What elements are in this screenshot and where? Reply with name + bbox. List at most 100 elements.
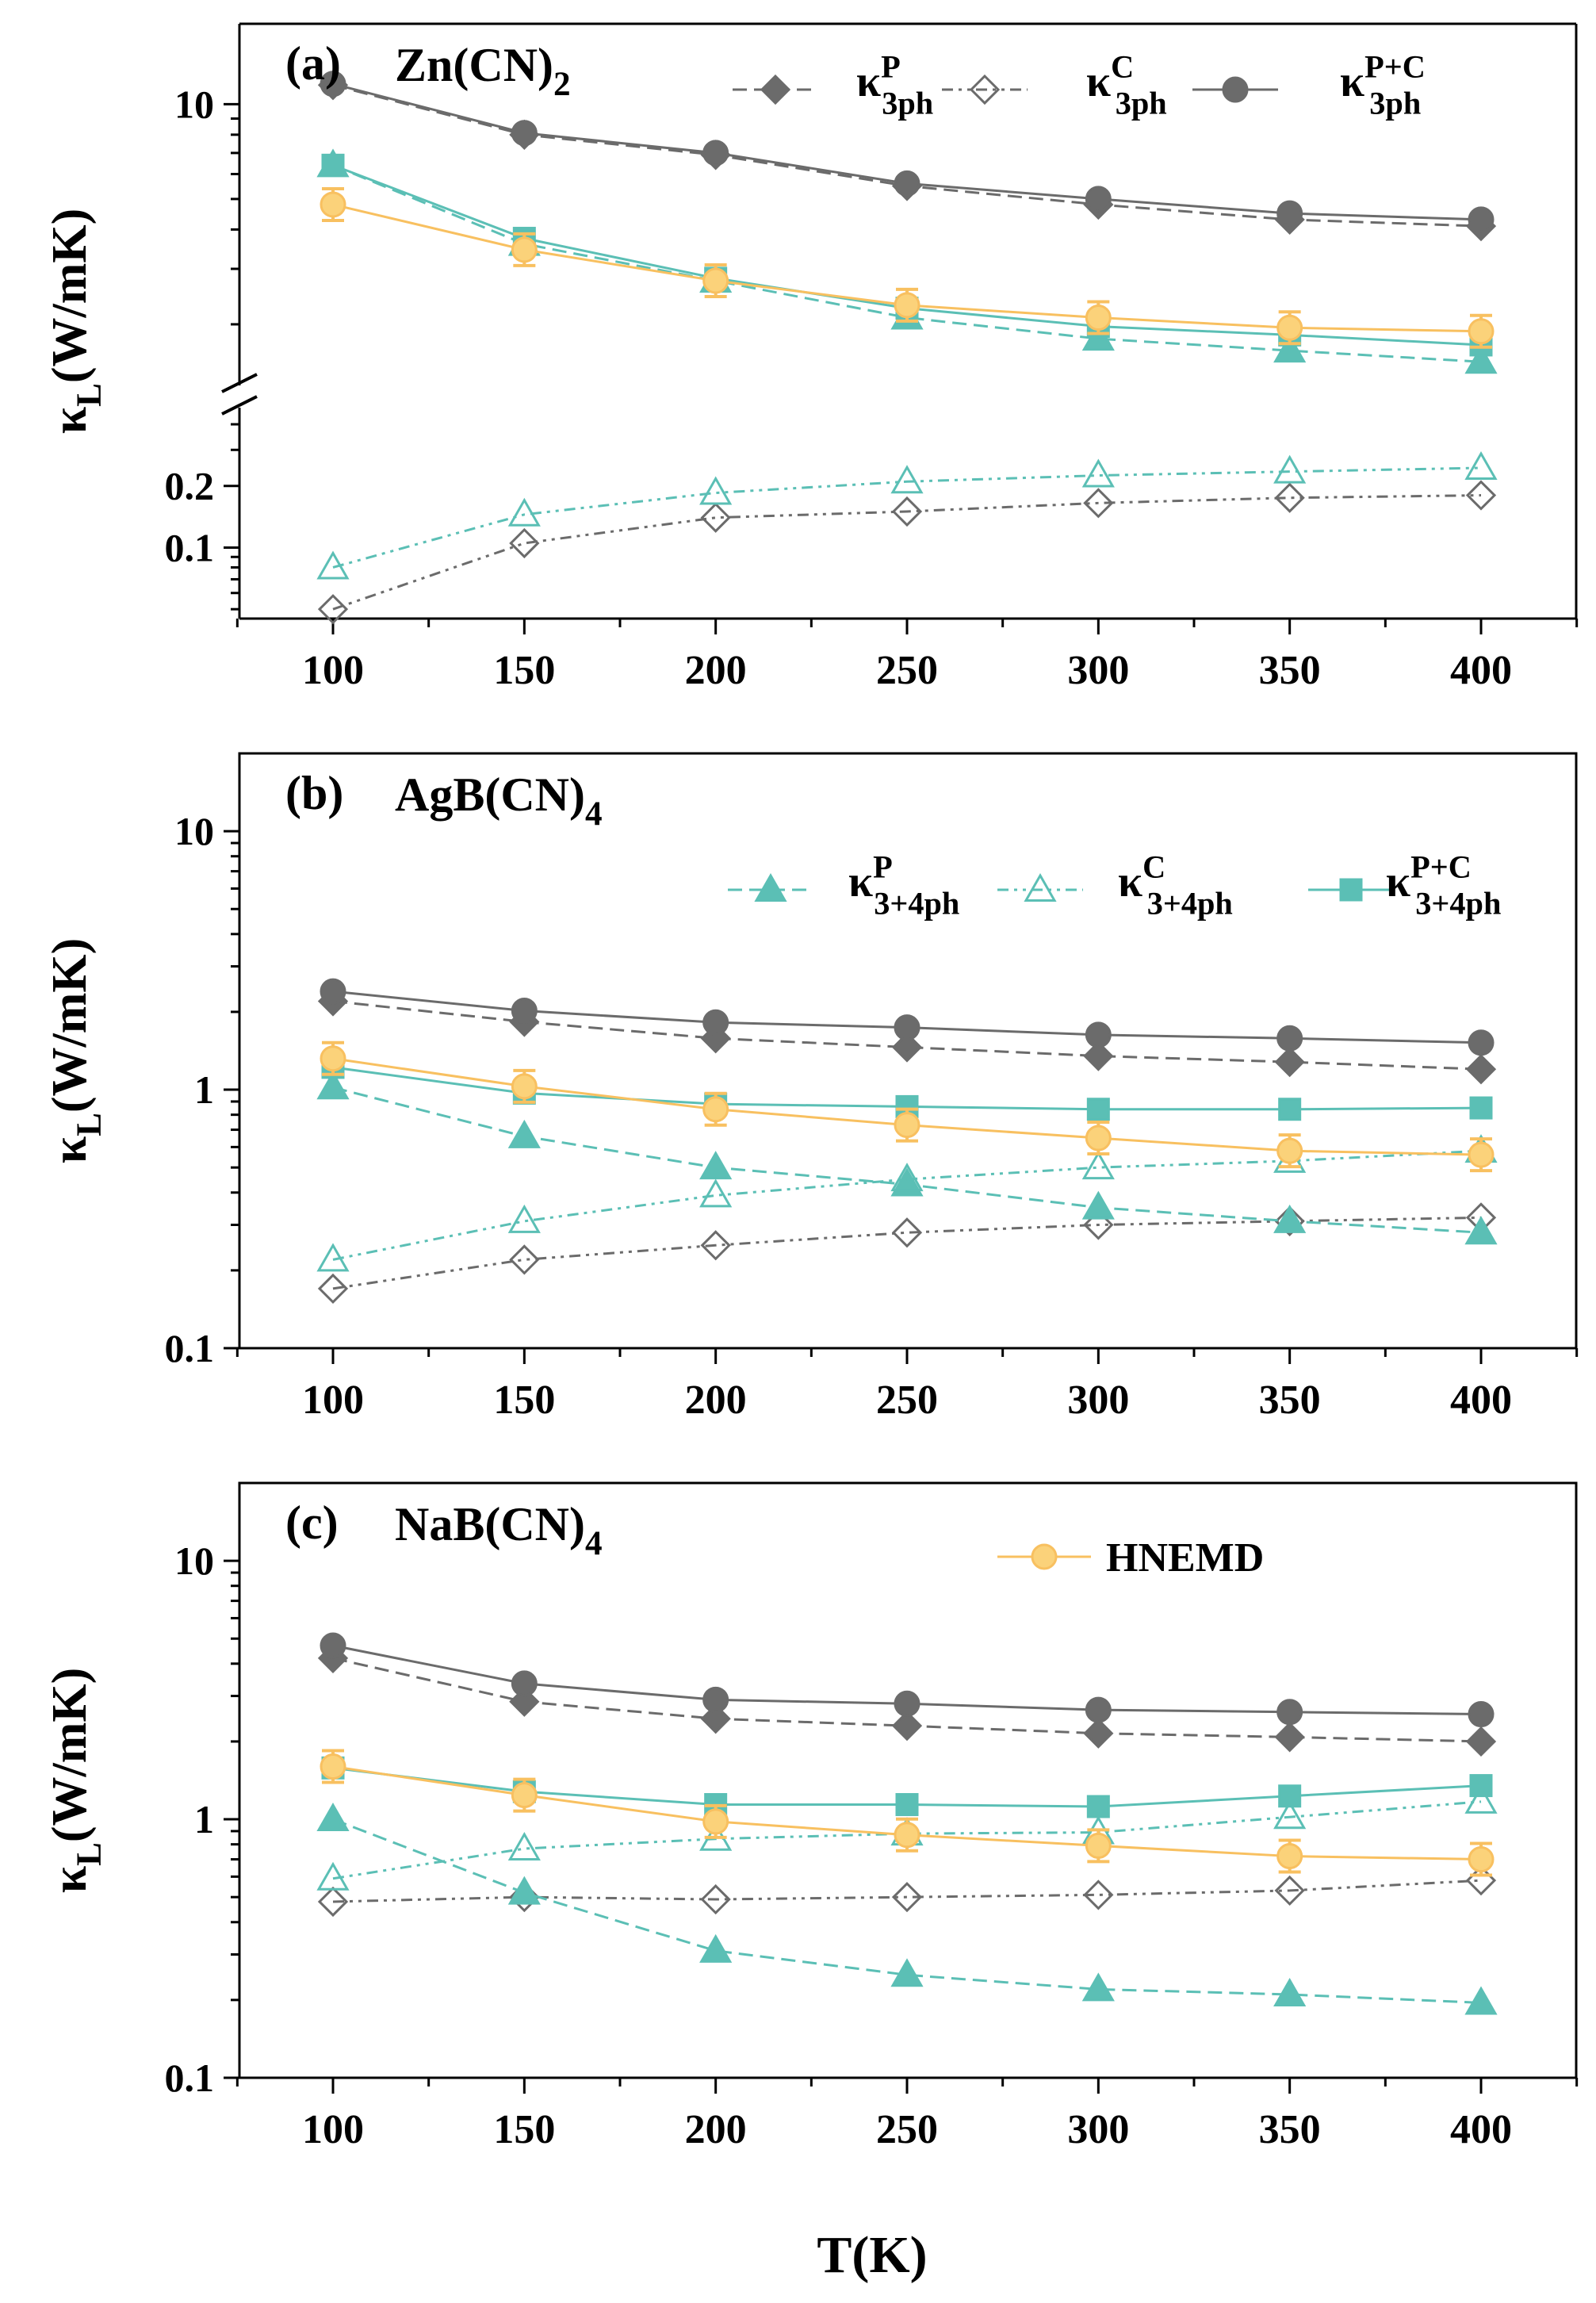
x-tick-label: 350 (1259, 1378, 1321, 1423)
y-tick-label: 1 (194, 1067, 214, 1112)
y-tick-label: 1 (194, 1797, 214, 1841)
data-point-hnemd (702, 1096, 729, 1123)
legend-label-k3ph-p-sup: P (881, 48, 901, 84)
data-point-k3ph-pc (1276, 1699, 1303, 1726)
x-tick-label: 100 (302, 1378, 364, 1423)
series-group (316, 978, 1498, 1305)
legend-marker-k34ph-pc (1339, 878, 1363, 902)
legend-label-k34ph-c-base: κ (1118, 857, 1142, 906)
data-point-k3ph-p (700, 1703, 731, 1734)
y-axis-label-text-base: κ (43, 407, 97, 434)
data-point-k34ph-p (1081, 1972, 1115, 2002)
y-axis-label-text-base: κ (43, 1866, 97, 1893)
legend: κP 3+4ph κC 3+4ph κP+C 3+4ph (728, 849, 1501, 921)
material-name-sub: 4 (585, 1525, 603, 1562)
y-axis-label-text-rest: (W/mK) (43, 938, 97, 1113)
data-point-k34ph-p (1464, 1216, 1498, 1245)
data-point-k34ph-c (507, 1204, 541, 1233)
data-point-k3ph-c (509, 1244, 540, 1275)
data-point-k34ph-p (1273, 1977, 1307, 2006)
series-hnemd (320, 1749, 1495, 1877)
data-point-hnemd (1276, 314, 1303, 341)
data-point-hnemd (894, 1112, 920, 1139)
y-axis-label-text: κL(W/mK) (43, 209, 109, 435)
legend-label-k34ph-pc-base: κ (1386, 857, 1410, 906)
legend-label-k3ph-c: κC 3ph (1086, 48, 1167, 121)
data-point-k3ph-c (891, 1217, 923, 1248)
series-k3ph-c (317, 480, 1497, 625)
data-point-k34ph-c (1081, 458, 1115, 488)
material-name-base: NaB(CN) (395, 1498, 585, 1550)
series-hnemd (320, 1040, 1495, 1173)
y-axis-label-text-rest: (W/mK) (43, 209, 97, 383)
legend-label-k34ph-pc-sub: 3+4ph (1415, 885, 1501, 921)
data-point-k34ph-c (890, 465, 924, 494)
x-tick-label: 100 (302, 648, 364, 693)
data-point-hnemd (1085, 1832, 1112, 1859)
x-tick-label: 200 (685, 648, 747, 693)
data-point-hnemd (1468, 1141, 1495, 1168)
x-tick-label: 100 (302, 2107, 364, 2152)
data-point-hnemd (702, 1808, 729, 1835)
data-point-k3ph-p (891, 1711, 923, 1742)
x-axis: 100 150 200 250 300 350 400 (235, 1348, 1579, 1423)
data-point-k34ph-c (507, 497, 541, 527)
data-point-k34ph-c (316, 550, 350, 580)
data-point-k34ph-p (699, 1151, 733, 1180)
legend-label-k3ph-pc-sub: 3ph (1369, 85, 1421, 121)
y-axis-label-text-rest: (W/mK) (43, 1668, 97, 1842)
data-point-k3ph-pc (702, 140, 729, 167)
data-point-k3ph-c (1083, 1209, 1114, 1240)
x-axis: 100 150 200 250 300 350 400 (235, 2078, 1579, 2152)
legend-label-k3ph-p-sub: 3ph (882, 85, 933, 121)
series-k3ph-p (317, 1642, 1497, 1757)
data-point-k3ph-pc (1276, 200, 1303, 227)
legend-label-k3ph-c-sub: 3ph (1116, 85, 1167, 121)
data-point-k34ph-pc (321, 153, 345, 177)
legend-label-hnemd: HNEMD (1106, 1535, 1264, 1581)
data-point-hnemd (320, 1045, 346, 1072)
data-point-hnemd (320, 191, 346, 218)
data-point-hnemd (894, 1822, 920, 1849)
data-point-k34ph-c (699, 476, 733, 505)
panel-label: (b) (285, 767, 343, 819)
y-axis-label: κL(W/mK) (43, 209, 109, 435)
data-point-k34ph-c (316, 1861, 350, 1891)
data-point-k3ph-c (317, 594, 349, 625)
data-point-k3ph-p (1274, 1046, 1305, 1078)
data-point-hnemd (1468, 1846, 1495, 1873)
legend-label-k3ph-pc: κP+C 3ph (1340, 48, 1426, 121)
series-group (316, 70, 1498, 625)
data-point-k3ph-c (891, 496, 923, 527)
data-point-k34ph-pc (1278, 1098, 1302, 1121)
y-axis-label-text-sub: L (69, 1842, 109, 1866)
legend-label-k34ph-p: κP 3+4ph (848, 849, 959, 921)
data-point-hnemd (320, 1753, 346, 1780)
panel-label: (c) (285, 1496, 339, 1549)
data-point-k34ph-c (1464, 1784, 1498, 1814)
data-point-k34ph-p (1464, 1986, 1498, 2015)
x-tick-label: 400 (1450, 648, 1512, 693)
x-tick-label: 150 (493, 648, 555, 693)
data-point-k3ph-pc (702, 1009, 729, 1036)
axis-break-mark (221, 373, 258, 393)
data-point-k34ph-c (1081, 1151, 1115, 1180)
data-point-k3ph-p (1083, 1040, 1114, 1071)
legend-marker-hnemd (1031, 1543, 1058, 1570)
data-point-k34ph-c (507, 1832, 541, 1861)
data-point-hnemd (1085, 1125, 1112, 1152)
data-point-k3ph-pc (1085, 1021, 1112, 1048)
y-axis: 10 1 0.1 (165, 809, 239, 1370)
data-point-k34ph-p (316, 1803, 350, 1832)
series-group (316, 1632, 1498, 2015)
data-point-hnemd (894, 292, 920, 319)
data-point-k3ph-p (509, 1686, 540, 1717)
legend-label-k34ph-p-sup: P (873, 849, 893, 884)
data-point-k3ph-c (509, 527, 540, 559)
y-tick-label: 0.2 (165, 464, 215, 508)
data-point-k3ph-c (700, 502, 731, 533)
data-point-k34ph-p (699, 1933, 733, 1963)
data-point-k3ph-pc (511, 120, 538, 147)
data-point-k3ph-p (1465, 1726, 1497, 1757)
data-point-k3ph-pc (511, 998, 538, 1025)
